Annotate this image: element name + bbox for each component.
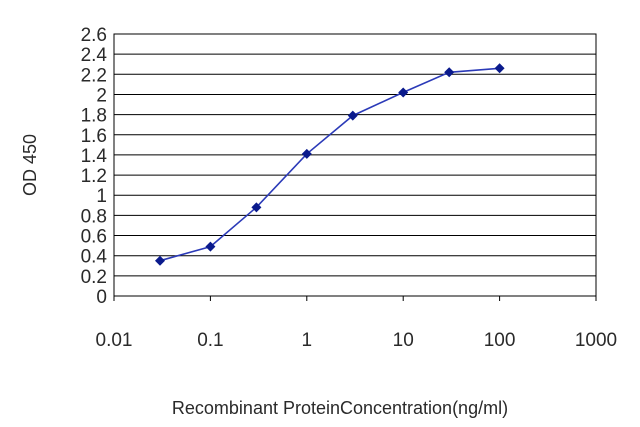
y-axis-title: OD 450 bbox=[20, 134, 40, 196]
x-axis-title: Recombinant ProteinConcentration(ng/ml) bbox=[172, 398, 508, 418]
y-tick-label: 2 bbox=[96, 85, 107, 106]
x-tick-label: 10 bbox=[393, 330, 414, 351]
x-tick-label: 0.1 bbox=[197, 330, 223, 351]
x-tick-label: 1000 bbox=[575, 330, 617, 351]
y-axis-ticks: 00.20.40.60.811.21.41.61.822.22.42.6 bbox=[81, 25, 108, 308]
data-point bbox=[444, 67, 455, 78]
data-point bbox=[494, 63, 505, 74]
x-tick-label: 1 bbox=[302, 330, 313, 351]
data-point bbox=[398, 87, 409, 98]
data-point bbox=[205, 241, 216, 252]
y-tick-label: 0.4 bbox=[81, 247, 108, 268]
y-tick-label: 2.6 bbox=[81, 25, 107, 46]
data-point bbox=[251, 202, 262, 213]
series-group bbox=[154, 63, 505, 266]
y-tick-label: 1.2 bbox=[81, 166, 107, 187]
data-point bbox=[154, 255, 165, 266]
y-tick-label: 2.2 bbox=[81, 65, 107, 86]
data-point bbox=[347, 110, 358, 121]
x-tick-label: 100 bbox=[484, 330, 516, 351]
y-tick-label: 0 bbox=[96, 287, 107, 308]
series-line bbox=[159, 67, 500, 262]
data-point bbox=[301, 148, 312, 159]
y-tick-label: 1.8 bbox=[81, 106, 107, 127]
y-tick-label: 0.2 bbox=[81, 267, 107, 288]
y-tick-label: 1.4 bbox=[81, 146, 108, 167]
plot-area bbox=[113, 33, 597, 297]
y-tick-label: 0.8 bbox=[81, 206, 107, 227]
y-tick-label: 1.6 bbox=[81, 126, 107, 147]
x-tick-label: 0.01 bbox=[96, 330, 133, 351]
y-tick-label: 2.4 bbox=[81, 45, 108, 66]
y-tick-label: 0.6 bbox=[81, 227, 107, 248]
y-tick-label: 1 bbox=[96, 186, 107, 207]
x-axis-ticks: 0.01 0.1 1 10 100 1000 bbox=[96, 296, 617, 351]
